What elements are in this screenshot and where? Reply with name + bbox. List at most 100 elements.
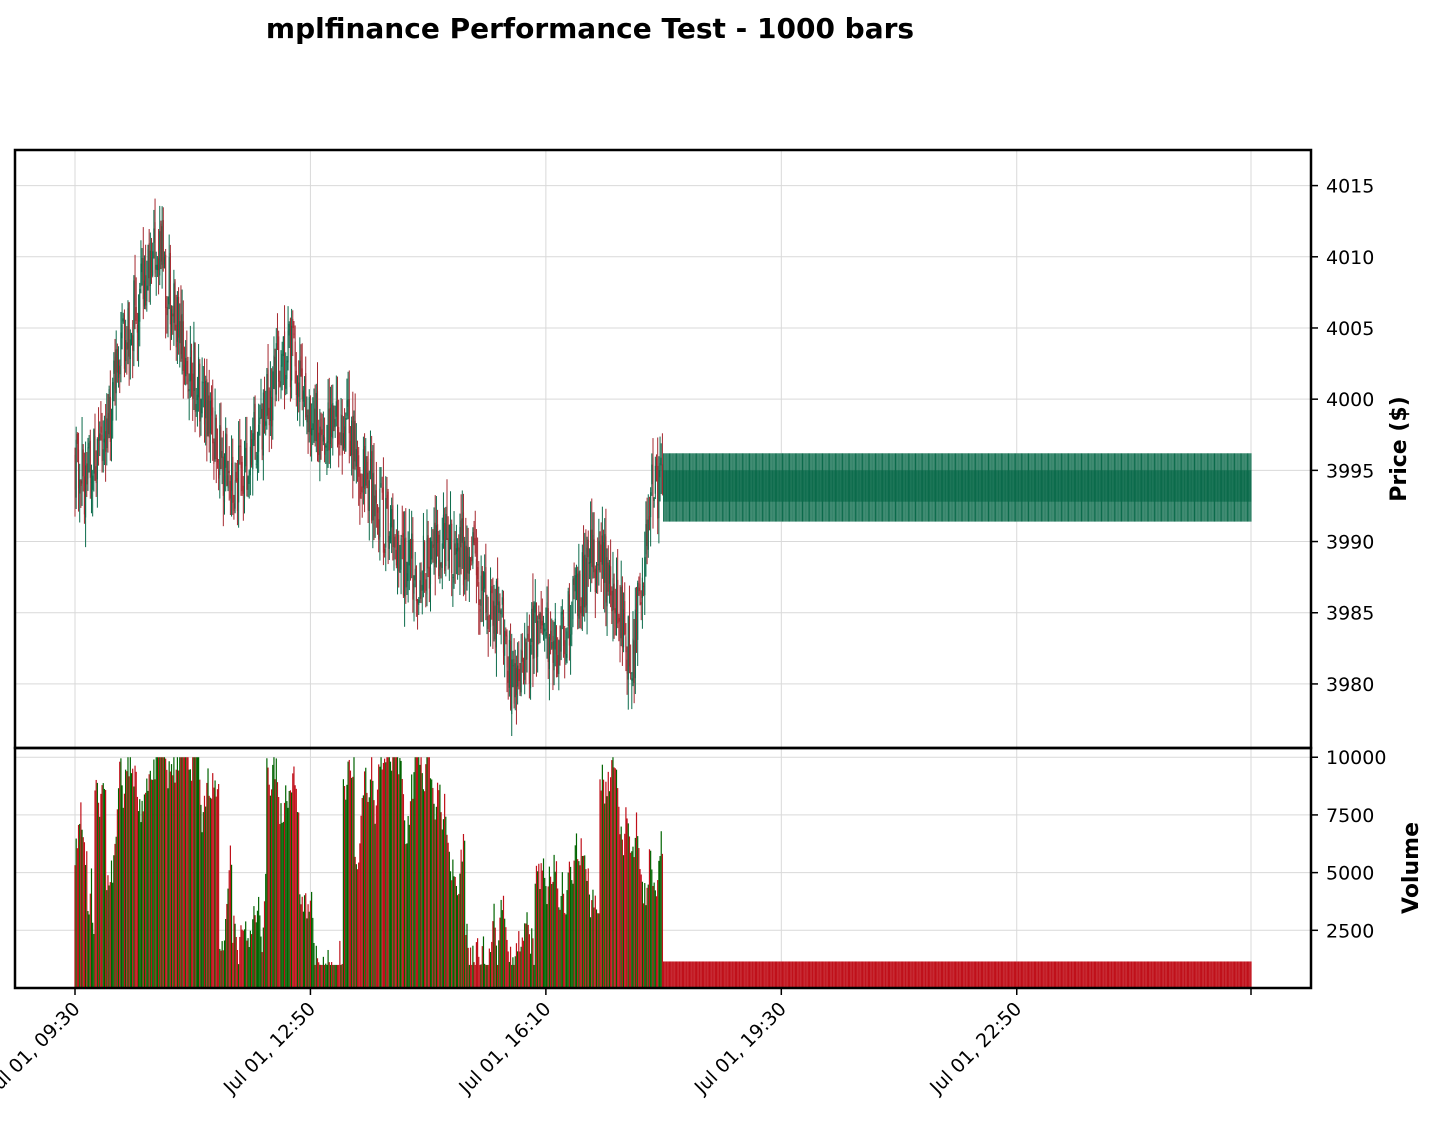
candle-body bbox=[604, 534, 606, 583]
candle-body bbox=[800, 470, 802, 502]
candle-body bbox=[947, 470, 950, 502]
candle-body bbox=[631, 678, 633, 681]
volume-bar bbox=[947, 961, 950, 988]
volume-bar bbox=[647, 884, 649, 988]
candle-body bbox=[462, 512, 465, 586]
volume-bar bbox=[1037, 961, 1039, 988]
volume-bar bbox=[327, 949, 329, 988]
volume-bar bbox=[1130, 961, 1132, 988]
candle-body bbox=[1126, 470, 1128, 502]
volume-bar bbox=[1057, 961, 1059, 988]
candle-body bbox=[626, 659, 628, 674]
candle-body bbox=[580, 606, 582, 614]
x-axis: Jul 01, 09:30 Jul 01, 12:50 Jul 01, 16:10 J… bbox=[0, 988, 1252, 1099]
volume-bar bbox=[1250, 961, 1252, 988]
candle-body bbox=[654, 465, 656, 494]
volume-bar bbox=[148, 774, 150, 988]
candle-body bbox=[710, 470, 712, 502]
candle-body bbox=[1052, 470, 1054, 502]
volume-bar bbox=[348, 759, 350, 988]
volume-bar bbox=[825, 961, 827, 988]
candle-body bbox=[1087, 470, 1090, 502]
volume-bar bbox=[600, 790, 602, 988]
candle-body bbox=[854, 470, 857, 502]
candle-body bbox=[1030, 470, 1032, 502]
volume-bar bbox=[880, 961, 882, 988]
candle-body bbox=[553, 641, 555, 671]
volume-bar bbox=[462, 833, 465, 988]
candle-body bbox=[1004, 470, 1006, 502]
volume-bar bbox=[388, 757, 390, 988]
candle-body bbox=[659, 463, 661, 478]
volume-bar bbox=[504, 918, 506, 988]
volume-bar bbox=[386, 757, 388, 988]
candle-body bbox=[195, 403, 197, 412]
volume-bar bbox=[759, 961, 761, 988]
candle-body bbox=[130, 333, 133, 337]
candle-body bbox=[608, 565, 610, 584]
candle-body bbox=[599, 540, 601, 545]
candle-body bbox=[1239, 470, 1241, 502]
candle-body bbox=[1216, 470, 1218, 502]
candle-body bbox=[1206, 470, 1208, 502]
candle-body bbox=[308, 396, 310, 433]
candle-body bbox=[1208, 470, 1210, 502]
candle-body bbox=[307, 415, 309, 433]
volume-bar bbox=[874, 961, 877, 988]
volume-bar bbox=[1118, 961, 1120, 988]
candle-body bbox=[959, 470, 961, 502]
candle-body bbox=[239, 445, 241, 447]
candle-body bbox=[1164, 470, 1166, 502]
candle-body bbox=[355, 449, 357, 467]
candle-body bbox=[723, 470, 725, 502]
candle-body bbox=[1145, 470, 1147, 502]
volume-bar bbox=[534, 883, 536, 988]
candle-body bbox=[176, 296, 178, 342]
candle-body bbox=[1157, 470, 1159, 502]
volume-bar bbox=[859, 961, 861, 988]
candle-body bbox=[414, 568, 416, 581]
candle-body bbox=[770, 470, 772, 502]
volume-bar bbox=[1165, 961, 1167, 988]
candle-body bbox=[1079, 470, 1081, 502]
volume-bar bbox=[283, 802, 286, 988]
volume-bar bbox=[1198, 961, 1200, 988]
volume-bar bbox=[977, 961, 979, 988]
volume-bar bbox=[301, 896, 303, 988]
volume-bar bbox=[933, 961, 935, 988]
volume-bar bbox=[780, 961, 782, 988]
candle-body bbox=[663, 470, 665, 502]
volume-bar bbox=[615, 769, 618, 988]
volume-bar bbox=[857, 961, 859, 988]
volume-bar bbox=[129, 757, 131, 988]
volume-bar bbox=[109, 882, 111, 988]
volume-bar bbox=[897, 961, 899, 988]
volume-bar bbox=[564, 912, 566, 988]
candle-body bbox=[468, 556, 470, 574]
candle-body bbox=[878, 470, 880, 502]
volume-bar bbox=[146, 778, 148, 988]
candle-body bbox=[530, 644, 532, 689]
volume-bar bbox=[1175, 961, 1177, 988]
volume-y-axis-label: Volume bbox=[1399, 822, 1424, 914]
candle-body bbox=[1006, 470, 1008, 502]
volume-bar bbox=[641, 881, 643, 988]
volume-bar bbox=[801, 961, 804, 988]
candle-body bbox=[779, 470, 781, 502]
candle-body bbox=[942, 470, 944, 502]
volume-bar bbox=[112, 882, 114, 988]
candle-body bbox=[967, 470, 970, 502]
volume-bar bbox=[1103, 961, 1105, 988]
candle-body bbox=[1249, 470, 1251, 502]
candle-body bbox=[482, 587, 485, 596]
candle-body bbox=[338, 426, 340, 445]
candle-body bbox=[652, 457, 654, 499]
candle-body bbox=[1111, 470, 1113, 502]
candle-body bbox=[429, 567, 432, 585]
volume-bar bbox=[1238, 961, 1240, 988]
candle-body bbox=[339, 446, 341, 448]
volume-bar bbox=[1109, 961, 1111, 988]
volume-bar bbox=[537, 871, 539, 988]
candle-body bbox=[545, 632, 547, 637]
candle-body bbox=[1197, 470, 1199, 502]
